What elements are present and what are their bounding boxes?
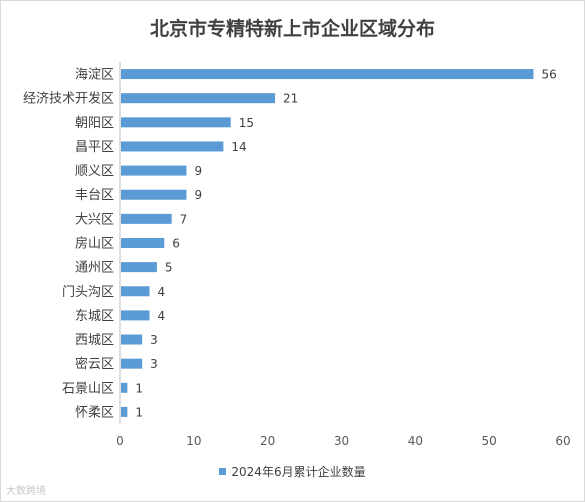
data-label: 14: [231, 140, 246, 154]
y-tick-label: 西城区: [75, 333, 114, 348]
data-label: 3: [150, 333, 158, 347]
x-tick-label: 40: [408, 434, 423, 448]
y-tick-label: 经济技术开发区: [23, 91, 114, 107]
legend-swatch: [219, 468, 227, 475]
y-tick-label: 门头沟区: [62, 285, 114, 300]
data-label: 21: [283, 92, 298, 106]
bar: [121, 141, 224, 152]
bar: [121, 189, 187, 200]
y-tick-label: 昌平区: [75, 140, 114, 155]
y-tick-label: 丰台区: [75, 188, 114, 203]
y-tick-label: 顺义区: [75, 164, 114, 179]
data-label: 1: [135, 405, 143, 419]
bar: [121, 69, 534, 80]
bar: [121, 382, 128, 393]
data-label: 5: [165, 261, 173, 275]
watermark-logo: 大数跨境: [6, 486, 46, 497]
bar: [121, 165, 187, 176]
data-label: 6: [172, 237, 180, 251]
x-tick-label: 60: [555, 434, 570, 448]
x-tick-label: 10: [186, 434, 201, 448]
data-label: 4: [158, 309, 166, 323]
data-label: 3: [150, 357, 158, 371]
y-tick-label: 通州区: [75, 261, 114, 276]
y-tick-label: 大兴区: [75, 212, 114, 227]
y-tick-label: 密云区: [75, 356, 114, 372]
legend-label: 2024年6月累计企业数量: [231, 465, 366, 479]
x-tick-label: 0: [116, 434, 124, 448]
bar: [121, 213, 172, 224]
data-label: 15: [239, 116, 254, 130]
x-tick-label: 50: [482, 434, 497, 448]
data-label: 1: [135, 381, 143, 395]
bar: [121, 406, 128, 417]
y-tick-label: 房山区: [75, 236, 114, 252]
data-label: 9: [194, 164, 202, 178]
bar: [121, 334, 143, 345]
legend: 2024年6月累计企业数量: [0, 463, 585, 480]
y-tick-label: 东城区: [75, 309, 114, 324]
data-label: 4: [158, 285, 166, 299]
x-tick-label: 20: [260, 434, 275, 448]
bar: [121, 358, 143, 369]
y-tick-label: 石景山区: [62, 381, 114, 396]
x-tick-label: 30: [334, 434, 349, 448]
chart-title: 北京市专精特新上市企业区域分布: [149, 18, 435, 40]
y-tick-label: 朝阳区: [75, 116, 114, 131]
bar: [121, 310, 150, 321]
bar: [121, 238, 165, 248]
data-label: 56: [541, 68, 556, 82]
y-tick-label: 海淀区: [75, 68, 114, 83]
bar: [121, 117, 231, 128]
y-tick-label: 怀柔区: [75, 405, 114, 420]
bar: [121, 286, 150, 297]
data-label: 7: [180, 212, 188, 226]
data-label: 9: [194, 188, 202, 202]
bar: [121, 93, 276, 104]
bar: [121, 262, 157, 273]
